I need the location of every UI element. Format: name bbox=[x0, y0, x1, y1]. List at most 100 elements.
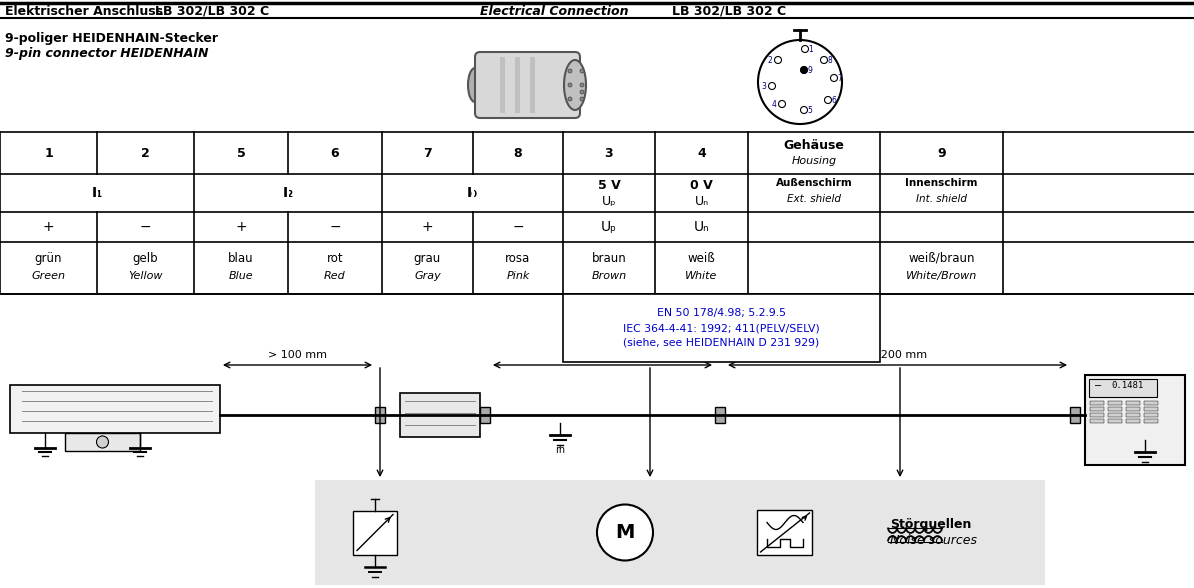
Text: −: − bbox=[330, 220, 340, 234]
Text: Elektrischer Anschluss: Elektrischer Anschluss bbox=[5, 5, 164, 18]
Text: 5: 5 bbox=[807, 105, 812, 115]
Circle shape bbox=[775, 56, 782, 64]
Text: Innenschirm: Innenschirm bbox=[905, 178, 978, 188]
Text: 9-poliger HEIDENHAIN-Stecker: 9-poliger HEIDENHAIN-Stecker bbox=[5, 32, 219, 45]
Text: Noise sources: Noise sources bbox=[890, 534, 977, 547]
Bar bbox=[315, 480, 1045, 585]
Circle shape bbox=[758, 40, 842, 124]
Text: 9: 9 bbox=[937, 146, 946, 159]
Bar bbox=[715, 407, 725, 423]
Ellipse shape bbox=[568, 97, 572, 101]
Circle shape bbox=[820, 56, 827, 64]
Text: Electrical Connection: Electrical Connection bbox=[480, 5, 628, 18]
Text: −: − bbox=[1094, 381, 1102, 391]
Text: Housing: Housing bbox=[792, 156, 837, 166]
Bar bbox=[287, 175, 289, 211]
Text: +: + bbox=[421, 220, 433, 234]
Text: Ext. shield: Ext. shield bbox=[787, 194, 841, 204]
FancyBboxPatch shape bbox=[475, 52, 580, 118]
Text: Uₚ: Uₚ bbox=[602, 195, 616, 208]
Text: Pink: Pink bbox=[506, 271, 530, 281]
Text: I₁: I₁ bbox=[92, 186, 103, 200]
Text: +: + bbox=[43, 220, 54, 234]
Bar bbox=[1085, 375, 1184, 465]
Bar bbox=[1144, 407, 1158, 411]
Circle shape bbox=[778, 101, 786, 108]
Text: > 100 mm: > 100 mm bbox=[573, 350, 632, 360]
Bar bbox=[1089, 379, 1157, 397]
Bar bbox=[1126, 413, 1140, 417]
Ellipse shape bbox=[580, 97, 584, 101]
Circle shape bbox=[800, 106, 807, 113]
Text: 3: 3 bbox=[604, 146, 614, 159]
Text: rh: rh bbox=[555, 445, 565, 455]
Bar bbox=[757, 510, 812, 555]
Circle shape bbox=[597, 505, 653, 560]
Text: Gray: Gray bbox=[414, 271, 441, 281]
Text: weiß: weiß bbox=[688, 252, 715, 265]
Ellipse shape bbox=[580, 69, 584, 73]
Bar bbox=[1090, 407, 1104, 411]
Text: Brown: Brown bbox=[591, 271, 627, 281]
Text: > 200 mm: > 200 mm bbox=[868, 350, 927, 360]
Bar bbox=[1144, 401, 1158, 405]
Bar bbox=[500, 57, 505, 113]
Text: 2: 2 bbox=[141, 146, 150, 159]
Bar bbox=[1108, 401, 1122, 405]
Text: Uₙ: Uₙ bbox=[694, 220, 709, 234]
Text: Blue: Blue bbox=[229, 271, 253, 281]
Circle shape bbox=[825, 96, 831, 103]
Text: 7: 7 bbox=[837, 74, 843, 82]
Bar bbox=[515, 57, 521, 113]
Text: Uₙ: Uₙ bbox=[695, 195, 708, 208]
Text: 2: 2 bbox=[768, 55, 773, 65]
Bar bbox=[1126, 419, 1140, 423]
Bar bbox=[564, 294, 880, 362]
Bar bbox=[1108, 407, 1122, 411]
Bar bbox=[10, 385, 220, 433]
Circle shape bbox=[800, 66, 807, 74]
Ellipse shape bbox=[568, 69, 572, 73]
Bar bbox=[400, 393, 480, 437]
Text: 3: 3 bbox=[762, 82, 767, 91]
Circle shape bbox=[801, 67, 807, 73]
Bar bbox=[1126, 401, 1140, 405]
Text: LB 302/LB 302 C: LB 302/LB 302 C bbox=[155, 5, 269, 18]
Bar bbox=[480, 407, 490, 423]
Bar bbox=[1090, 413, 1104, 417]
Bar bbox=[1070, 407, 1081, 423]
Text: White/Brown: White/Brown bbox=[906, 271, 977, 281]
Bar bbox=[1108, 419, 1122, 423]
Text: 5: 5 bbox=[236, 146, 246, 159]
Ellipse shape bbox=[580, 83, 584, 87]
Text: 1: 1 bbox=[808, 45, 813, 54]
Text: braun: braun bbox=[591, 252, 627, 265]
Text: 4: 4 bbox=[771, 99, 776, 109]
Circle shape bbox=[831, 75, 837, 82]
Text: 8: 8 bbox=[513, 146, 522, 159]
Bar bbox=[96, 175, 98, 211]
Text: Störquellen: Störquellen bbox=[890, 518, 972, 531]
Text: rosa: rosa bbox=[505, 252, 530, 265]
Bar bbox=[1144, 419, 1158, 423]
Bar bbox=[1108, 413, 1122, 417]
Ellipse shape bbox=[580, 90, 584, 94]
Bar bbox=[353, 510, 396, 554]
Text: > 100 mm: > 100 mm bbox=[267, 350, 327, 360]
Bar bbox=[64, 433, 140, 451]
Bar bbox=[1090, 419, 1104, 423]
Bar bbox=[1090, 401, 1104, 405]
Bar bbox=[375, 407, 384, 423]
Text: Int. shield: Int. shield bbox=[916, 194, 967, 204]
Text: Uₚ: Uₚ bbox=[601, 220, 617, 234]
Ellipse shape bbox=[564, 60, 586, 110]
Text: M: M bbox=[615, 523, 635, 542]
Circle shape bbox=[97, 436, 109, 448]
Text: 0 V: 0 V bbox=[690, 179, 713, 192]
Text: EN 50 178/4.98; 5.2.9.5
IEC 364-4-41: 1992; 411(PELV/SELV)
(siehe, see HEIDENHAI: EN 50 178/4.98; 5.2.9.5 IEC 364-4-41: 19… bbox=[623, 308, 820, 348]
Circle shape bbox=[801, 45, 808, 52]
Text: grün: grün bbox=[35, 252, 62, 265]
Text: I₂: I₂ bbox=[283, 186, 294, 200]
Text: +: + bbox=[235, 220, 247, 234]
Text: 0.1481: 0.1481 bbox=[1110, 382, 1143, 390]
